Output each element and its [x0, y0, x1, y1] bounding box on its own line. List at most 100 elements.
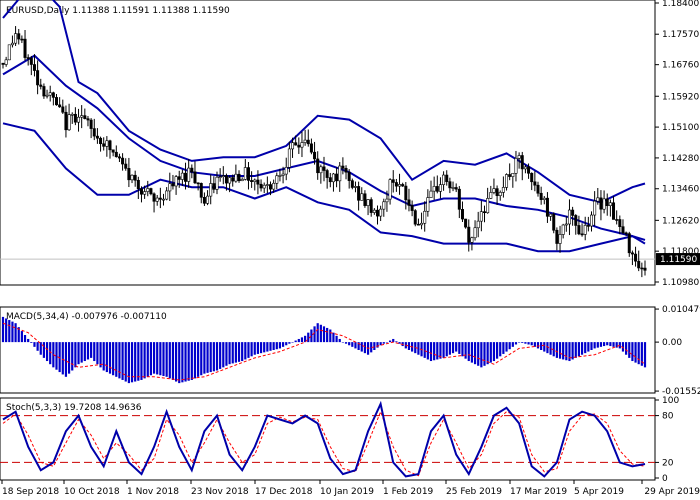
candle-body [36, 70, 40, 86]
candle-body [624, 232, 628, 235]
candle-body [48, 92, 52, 96]
macd-bar [436, 342, 439, 360]
macd-bar [584, 342, 587, 354]
candle-body [549, 213, 553, 217]
candle-body [467, 226, 471, 243]
price-tick-label: 1.18400 [662, 0, 699, 9]
candle-body [20, 38, 24, 41]
macd-bar [74, 342, 77, 368]
candle-body [398, 184, 402, 187]
candle-body [32, 64, 36, 71]
candle-body [523, 166, 527, 170]
candle-body [171, 183, 175, 187]
price-tick-label: 1.11800 [662, 247, 699, 257]
price-panel-frame [0, 0, 656, 286]
candle-body [243, 167, 247, 180]
macd-bar [344, 342, 348, 344]
candle-body [555, 229, 559, 244]
macd-bar [329, 329, 332, 343]
macd-bar [571, 342, 574, 360]
candle-body [432, 186, 436, 192]
candle-body [331, 173, 335, 183]
macd-bar [165, 342, 168, 377]
candle-body [574, 215, 578, 226]
price-tick-label: 1.14280 [662, 154, 699, 164]
macd-bar [58, 342, 61, 373]
macd-bar [602, 342, 606, 347]
candle-body [184, 172, 188, 182]
stoch-tick-label: 80 [662, 412, 674, 422]
candle-body [158, 197, 162, 200]
macd-bar [338, 338, 341, 343]
candle-body [615, 219, 619, 221]
candle-body [335, 173, 339, 182]
macd-bar [77, 342, 80, 365]
candle-body [313, 151, 317, 160]
candle-body [306, 139, 310, 145]
macd-bar [316, 323, 319, 343]
price-tick-label: 1.10980 [662, 278, 699, 288]
macd-bar [593, 342, 596, 349]
candle-body [366, 199, 370, 206]
macd-bar [187, 342, 190, 381]
candle-body [196, 182, 200, 185]
macd-bar [606, 342, 609, 346]
candle-body [350, 180, 354, 188]
candle-body [571, 209, 575, 216]
macd-tick-label: 0.010479 [662, 305, 700, 315]
candle-body [86, 118, 90, 121]
candle-body [80, 115, 84, 118]
price-panel[interactable]: EURUSD,Daily 1.11388 1.11591 1.11388 1.1… [0, 0, 700, 288]
macd-bar [313, 326, 316, 343]
macd-bar [637, 342, 640, 365]
stoch-tick-label: 100 [662, 396, 679, 406]
macd-panel[interactable]: MACD(5,34,4) -0.007976 -0.007110 0.01047… [0, 305, 700, 397]
stoch-panel[interactable]: Stoch(5,3,3) 19.7208 14.9636 100 80 20 0 [0, 396, 679, 484]
candle-body [394, 182, 398, 187]
candle-body [479, 211, 483, 222]
macd-bar [171, 342, 175, 380]
time-label: 23 Nov 2018 [191, 487, 249, 497]
candle-body [259, 183, 263, 189]
candle-body [539, 192, 543, 200]
macd-signal-line [2, 322, 646, 381]
candle-body [416, 223, 420, 226]
candle-body [505, 174, 509, 188]
candle-body [73, 113, 77, 123]
macd-bar [599, 342, 603, 347]
macd-bar [96, 342, 99, 365]
macd-bar [231, 342, 234, 364]
candle-body [454, 187, 458, 190]
macd-bar [300, 337, 304, 343]
candle-body [558, 234, 562, 244]
candle-body [429, 190, 433, 198]
macd-bar [61, 342, 64, 375]
macd-bar [105, 342, 108, 373]
macd-bar [354, 342, 357, 349]
candle-body [567, 209, 571, 225]
candle-body [536, 184, 540, 194]
candle-body [319, 166, 323, 174]
candle-body [495, 188, 499, 196]
candle-body [155, 197, 159, 202]
candle-body [347, 171, 351, 181]
stoch-signal-line [2, 410, 646, 477]
macd-bar [121, 342, 124, 380]
candle-body [328, 177, 332, 183]
macd-bar [294, 340, 297, 343]
macd-bar [45, 342, 49, 362]
price-tick-label: 1.17570 [662, 30, 699, 40]
candle-body [435, 186, 439, 192]
macd-bar [1, 316, 5, 343]
candle-body [391, 179, 395, 183]
candle-body [58, 104, 62, 108]
candle-body [527, 166, 531, 174]
macd-bar [533, 342, 536, 347]
macd-bar [228, 342, 231, 365]
macd-bar [291, 342, 294, 343]
candle-body [105, 140, 109, 147]
candle-body [423, 210, 427, 224]
candle-body [187, 167, 191, 182]
macd-bar [445, 342, 448, 357]
